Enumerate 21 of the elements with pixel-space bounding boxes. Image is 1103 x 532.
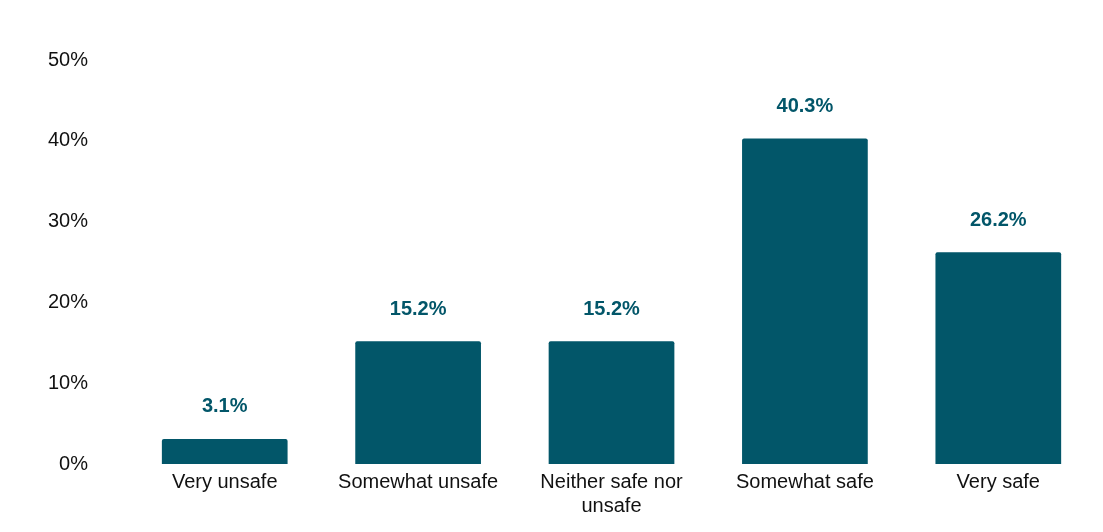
data-label: 15.2% (389, 296, 447, 319)
x-tick-label: Very safe (956, 469, 1040, 492)
data-label: 40.3% (776, 93, 834, 116)
data-label: 15.2% (583, 296, 641, 319)
y-tick-label: 10% (48, 370, 89, 393)
x-tick-label: Somewhat safe (735, 469, 874, 492)
bar (742, 138, 868, 464)
x-tick-label: Neither safe nor unsafe (540, 469, 683, 516)
y-tick-label: 20% (48, 289, 89, 312)
y-tick-label: 30% (48, 209, 89, 232)
data-label: 3.1% (201, 394, 248, 417)
bar (355, 341, 481, 464)
x-tick-label: Somewhat unsafe (338, 469, 499, 492)
bar (935, 252, 1062, 464)
y-tick-label: 0% (59, 451, 89, 474)
bar (161, 438, 288, 464)
bar (548, 341, 675, 464)
y-tick-label: 40% (48, 128, 89, 151)
y-tick-label: 50% (48, 47, 89, 70)
data-label: 26.2% (969, 207, 1027, 230)
x-tick-label: Very unsafe (171, 469, 278, 492)
